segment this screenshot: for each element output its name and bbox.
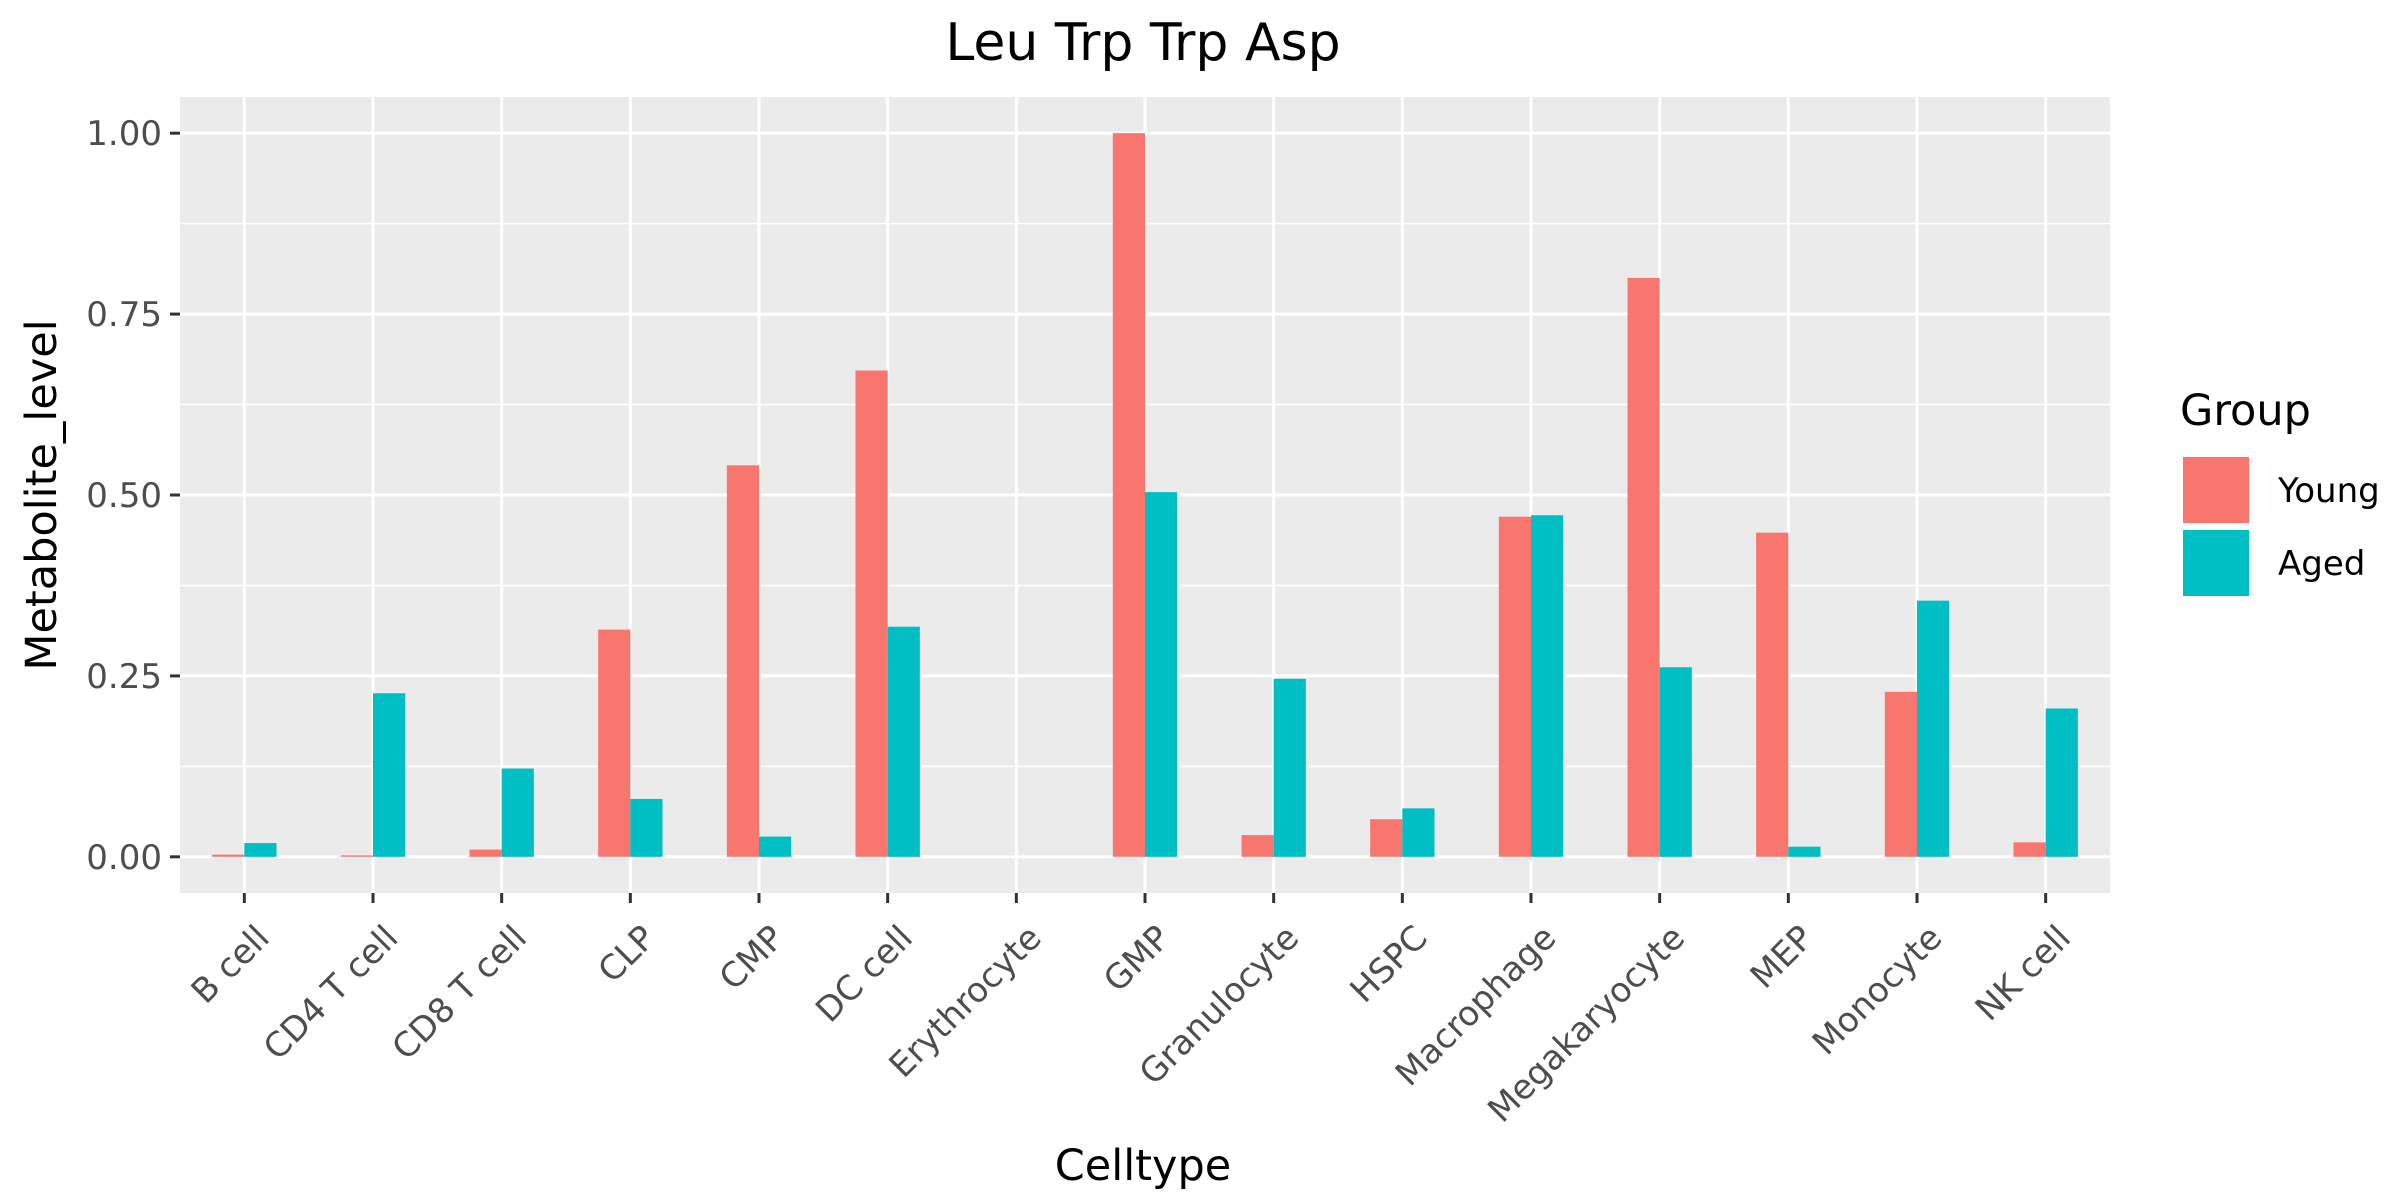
bar-aged bbox=[759, 836, 792, 857]
x-axis-title: Celltype bbox=[1055, 1141, 1231, 1191]
y-tick-label: 0.00 bbox=[86, 838, 162, 878]
bar-aged bbox=[1273, 678, 1306, 857]
x-tick-label: NK cell bbox=[1968, 918, 2079, 1029]
bar-aged bbox=[501, 768, 534, 857]
x-tick-label: CD8 T cell bbox=[385, 918, 535, 1068]
x-tick-label: CMP bbox=[712, 918, 792, 998]
y-tick-label: 1.00 bbox=[86, 114, 162, 154]
y-tick-label: 0.25 bbox=[86, 657, 162, 697]
y-tick-label: 0.50 bbox=[86, 476, 162, 516]
bar-aged bbox=[373, 693, 406, 857]
bar-aged bbox=[887, 626, 920, 857]
bar-aged bbox=[1145, 492, 1178, 857]
legend-items: Young Aged bbox=[2183, 457, 2380, 596]
bar-aged bbox=[630, 798, 663, 857]
legend-label-young: Young bbox=[2277, 471, 2380, 511]
bar-aged bbox=[1917, 600, 1950, 857]
bar-aged bbox=[1531, 515, 1564, 857]
bar-aged bbox=[2045, 708, 2078, 857]
bar-young bbox=[598, 629, 631, 857]
bar-aged bbox=[1788, 846, 1821, 857]
bar-young bbox=[1627, 277, 1660, 857]
x-tick-label: CD4 T cell bbox=[256, 918, 406, 1068]
x-tick-label: Monocyte bbox=[1805, 918, 1950, 1063]
bar-young bbox=[1241, 835, 1274, 857]
legend-label-aged: Aged bbox=[2278, 544, 2365, 584]
x-tick-label: DC cell bbox=[808, 918, 921, 1031]
bars bbox=[212, 133, 2078, 857]
legend-swatch-aged bbox=[2183, 530, 2249, 596]
x-tick-label: CLP bbox=[591, 918, 664, 991]
x-tick-label: MEP bbox=[1743, 918, 1822, 997]
bar-young bbox=[855, 370, 888, 857]
bar-young bbox=[1370, 819, 1403, 857]
bar-aged bbox=[1402, 808, 1435, 857]
legend-title: Group bbox=[2180, 386, 2311, 436]
x-tick-label: B cell bbox=[184, 918, 278, 1012]
bar-young bbox=[340, 855, 373, 857]
bar-young bbox=[1112, 133, 1145, 857]
y-axis-title: Metabolite_level bbox=[17, 319, 67, 670]
x-tick-label: GMP bbox=[1096, 918, 1178, 1000]
bar-aged bbox=[244, 843, 277, 857]
bar-young bbox=[1756, 532, 1789, 857]
bar-young bbox=[212, 854, 245, 857]
bar-young bbox=[2013, 842, 2046, 857]
bar-aged bbox=[1659, 667, 1692, 857]
bar-young bbox=[1884, 691, 1917, 857]
x-tick-label: HSPC bbox=[1343, 918, 1436, 1011]
y-tick-label: 0.75 bbox=[86, 295, 162, 335]
legend-swatch-young bbox=[2183, 457, 2249, 523]
legend: Group Young Aged bbox=[2180, 386, 2380, 596]
bar-young bbox=[469, 849, 502, 857]
bar-young bbox=[1498, 516, 1531, 857]
bar-young bbox=[726, 465, 759, 857]
chart-title: Leu Trp Trp Asp bbox=[945, 13, 1340, 73]
